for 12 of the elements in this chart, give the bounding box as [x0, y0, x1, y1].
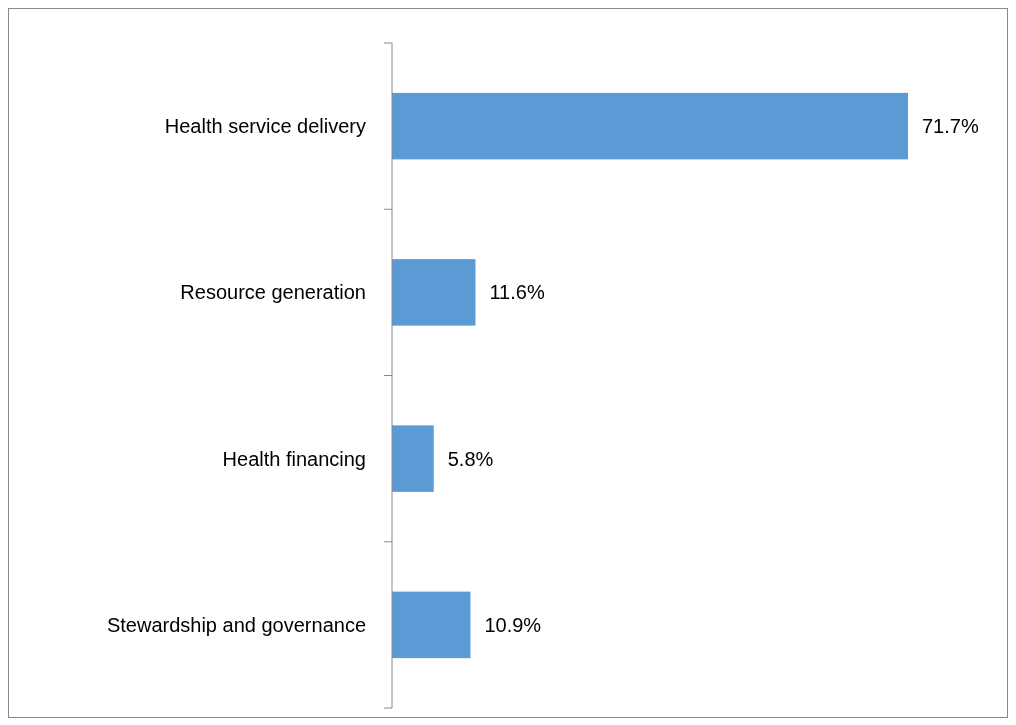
y-tick-label: Stewardship and governance: [106, 613, 366, 636]
bar: [392, 425, 434, 492]
bar: [392, 591, 471, 659]
data-label: 71.7%: [922, 115, 979, 138]
y-tick-label: Health financing: [222, 447, 366, 470]
y-tick-label: Health service delivery: [164, 115, 366, 138]
bar: [392, 259, 476, 326]
data-label: 10.9%: [484, 613, 542, 636]
data-label: 11.6%: [489, 281, 545, 304]
data-label: 5.8%: [447, 447, 494, 470]
y-tick-label: Resource generation: [180, 281, 366, 304]
bar: [392, 92, 908, 160]
